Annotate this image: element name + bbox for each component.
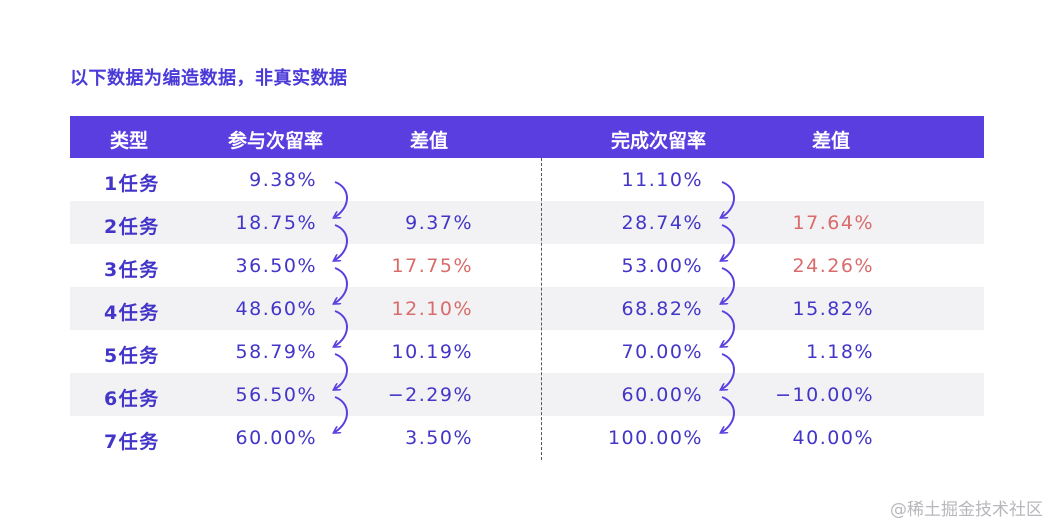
participation-retention: 58.79% bbox=[235, 341, 317, 363]
table-row: 2任务 18.75% 9.37% 28.74% 17.64% bbox=[70, 201, 984, 244]
row-type: 2任务 bbox=[104, 216, 160, 238]
participation-retention: 56.50% bbox=[235, 384, 317, 406]
row-type: 7任务 bbox=[104, 431, 160, 453]
completion-diff: 1.18% bbox=[806, 341, 874, 363]
completion-retention: 100.00% bbox=[607, 427, 703, 449]
watermark: @稀土掘金技术社区 bbox=[890, 500, 1043, 520]
participation-diff: 3.50% bbox=[405, 427, 473, 449]
table-header: 类型 参与次留率 差值 完成次留率 差值 bbox=[70, 116, 984, 158]
header-retention-1: 参与次留率 bbox=[228, 130, 324, 152]
table-body: 1任务 9.38% 11.10% 2任务 18.75% 9.37% 28.74% 17.64%… bbox=[70, 158, 984, 459]
participation-diff: 10.19% bbox=[391, 341, 473, 363]
completion-retention: 28.74% bbox=[621, 212, 703, 234]
completion-diff: 24.26% bbox=[792, 255, 874, 277]
participation-retention: 18.75% bbox=[235, 212, 317, 234]
completion-diff: 17.64% bbox=[792, 212, 874, 234]
completion-retention: 60.00% bbox=[621, 384, 703, 406]
header-type: 类型 bbox=[110, 130, 149, 152]
completion-diff: 15.82% bbox=[792, 298, 874, 320]
table-row: 7任务 60.00% 3.50% 100.00% 40.00% bbox=[70, 416, 984, 459]
column-divider bbox=[541, 158, 542, 460]
row-type: 1任务 bbox=[104, 173, 160, 195]
completion-retention: 11.10% bbox=[621, 169, 703, 191]
completion-retention: 53.00% bbox=[621, 255, 703, 277]
retention-table: 类型 参与次留率 差值 完成次留率 差值 1任务 9.38% 11.10% 2任务 18… bbox=[70, 116, 984, 459]
table-row: 6任务 56.50% −2.29% 60.00% −10.00% bbox=[70, 373, 984, 416]
participation-retention: 48.60% bbox=[235, 298, 317, 320]
completion-retention: 70.00% bbox=[621, 341, 703, 363]
completion-diff: −10.00% bbox=[775, 384, 874, 406]
participation-retention: 36.50% bbox=[235, 255, 317, 277]
header-diff-2: 差值 bbox=[812, 130, 851, 152]
participation-diff: 17.75% bbox=[391, 255, 473, 277]
completion-diff: 40.00% bbox=[792, 427, 874, 449]
page-title: 以下数据为编造数据，非真实数据 bbox=[70, 68, 348, 89]
table-row: 4任务 48.60% 12.10% 68.82% 15.82% bbox=[70, 287, 984, 330]
participation-retention: 60.00% bbox=[235, 427, 317, 449]
participation-diff: −2.29% bbox=[387, 384, 473, 406]
participation-diff: 9.37% bbox=[405, 212, 473, 234]
table-row: 3任务 36.50% 17.75% 53.00% 24.26% bbox=[70, 244, 984, 287]
participation-diff: 12.10% bbox=[391, 298, 473, 320]
row-type: 5任务 bbox=[104, 345, 160, 367]
participation-retention: 9.38% bbox=[249, 169, 317, 191]
row-type: 6任务 bbox=[104, 388, 160, 410]
header-retention-2: 完成次留率 bbox=[611, 130, 707, 152]
table-row: 1任务 9.38% 11.10% bbox=[70, 158, 984, 201]
row-type: 3任务 bbox=[104, 259, 160, 281]
completion-retention: 68.82% bbox=[621, 298, 703, 320]
header-diff-1: 差值 bbox=[410, 130, 449, 152]
row-type: 4任务 bbox=[104, 302, 160, 324]
table-row: 5任务 58.79% 10.19% 70.00% 1.18% bbox=[70, 330, 984, 373]
